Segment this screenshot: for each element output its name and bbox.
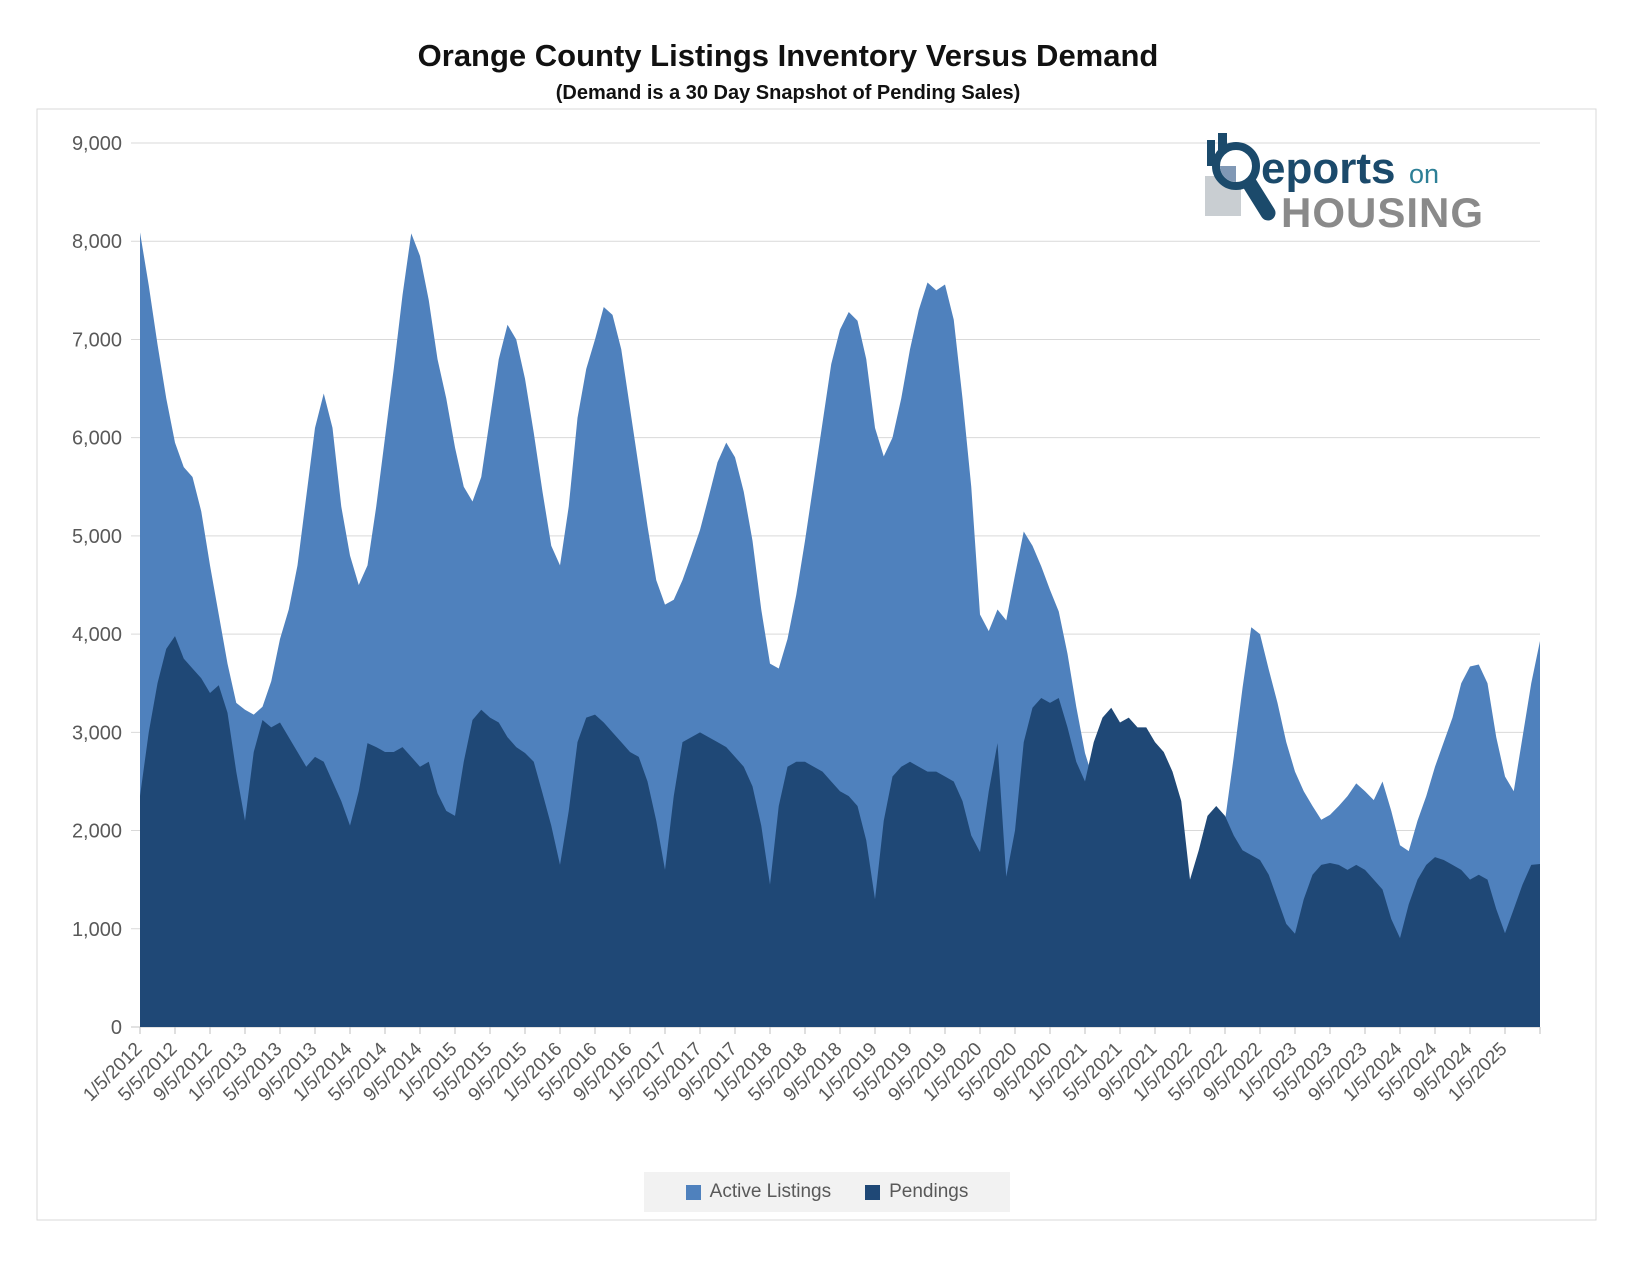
y-axis-label: 0 <box>111 1017 122 1039</box>
active-listings-swatch <box>685 1184 701 1200</box>
pendings-swatch <box>865 1184 881 1200</box>
chart-subtitle: (Demand is a 30 Day Snapshot of Pending … <box>555 82 1021 104</box>
pendings-area <box>140 636 1540 1027</box>
x-axis-labels: 1/5/20125/5/20129/5/20121/5/20135/5/2013… <box>79 1027 1541 1106</box>
reports-on-housing-logo: eports on HOUSING <box>1205 133 1484 236</box>
legend-label-active-listings: Active Listings <box>709 1181 832 1202</box>
y-axis-label: 2,000 <box>72 821 122 843</box>
y-axis-label: 8,000 <box>72 231 122 253</box>
logo-pie-wedge <box>1220 166 1236 182</box>
logo-bar-icon <box>1207 140 1215 166</box>
y-axis-label: 9,000 <box>72 133 122 155</box>
legend: Active Listings Pendings <box>644 1172 1010 1212</box>
legend-item-active-listings: Active Listings <box>685 1181 832 1203</box>
y-axis-label: 4,000 <box>72 624 122 646</box>
y-axis-labels: 0 1,000 2,000 3,000 4,000 5,000 6,000 7,000 8,00… <box>72 133 122 1039</box>
chart-title: Orange County Listings Inventory Versus … <box>417 38 1159 73</box>
y-axis-label: 5,000 <box>72 526 122 548</box>
legend-item-pendings: Pendings <box>865 1181 968 1203</box>
logo-magnifier-handle <box>1240 173 1276 221</box>
chart-border <box>36 108 1597 1221</box>
logo-text-reports: eports <box>1261 144 1395 193</box>
legend-label-pendings: Pendings <box>889 1181 969 1202</box>
logo-text-housing: HOUSING <box>1281 189 1484 236</box>
logo-text-on: on <box>1409 159 1439 189</box>
y-axis-label: 7,000 <box>72 329 122 351</box>
y-axis-label: 1,000 <box>72 919 122 941</box>
y-axis-label: 6,000 <box>72 428 122 450</box>
y-axis-label: 3,000 <box>72 722 122 744</box>
